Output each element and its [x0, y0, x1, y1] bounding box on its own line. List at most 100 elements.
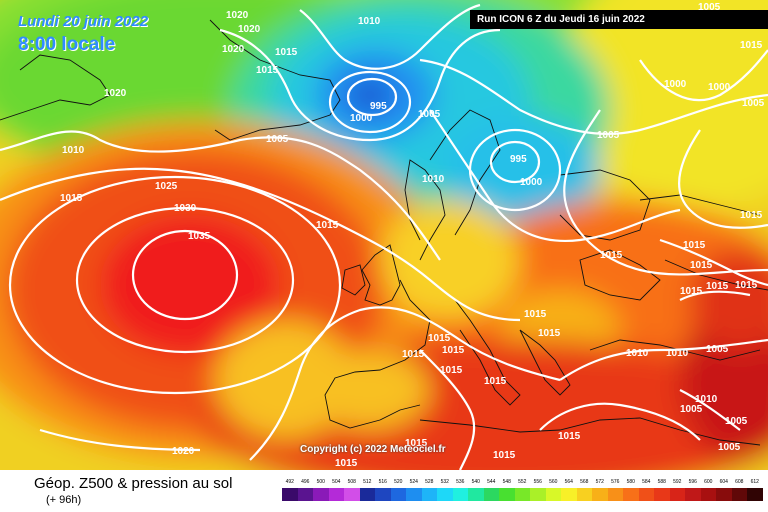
legend-swatch	[700, 488, 716, 501]
isobar-label: 1000	[708, 82, 731, 93]
parameter-title: Géop. Z500 & pression au sol	[34, 475, 233, 492]
legend-item: 580	[623, 479, 639, 501]
isobar-label: 1010	[666, 348, 689, 359]
legend-item: 564	[561, 479, 577, 501]
legend-swatch	[499, 488, 515, 501]
legend-label: 608	[735, 479, 744, 485]
isobar-label: 1005	[266, 134, 289, 145]
legend-item: 608	[731, 479, 747, 501]
isobar-label: 1015	[558, 431, 581, 442]
legend-item: 508	[344, 479, 360, 501]
isobar-label: 1015	[256, 65, 279, 76]
isobar-label: 1005	[597, 130, 620, 141]
isobar-label: 1015	[428, 333, 451, 344]
legend-label: 524	[409, 479, 418, 485]
legend-swatch	[328, 488, 344, 501]
isobar-label: 1020	[172, 446, 195, 457]
legend-swatch	[731, 488, 747, 501]
legend-label: 496	[301, 479, 310, 485]
isobar-label: 1010	[695, 394, 718, 405]
copyright: Copyright (c) 2022 Meteociel.fr	[300, 444, 446, 455]
legend-label: 516	[378, 479, 387, 485]
legend-swatch	[344, 488, 360, 501]
isobars	[0, 3, 768, 470]
legend-swatch	[375, 488, 391, 501]
legend-swatch	[452, 488, 468, 501]
isobar-label: 1010	[422, 174, 445, 185]
legend-label: 548	[502, 479, 511, 485]
legend-item: 540	[468, 479, 484, 501]
legend-item: 548	[499, 479, 515, 501]
legend-swatch	[638, 488, 654, 501]
legend-item: 576	[607, 479, 623, 501]
isobar-label: 1010	[358, 16, 381, 27]
legend-swatch	[390, 488, 406, 501]
isobar-label: 1020	[238, 24, 261, 35]
isobar-label: 995	[510, 154, 527, 165]
legend-label: 512	[363, 479, 372, 485]
isobar-label: 1000	[664, 79, 687, 90]
legend-label: 504	[332, 479, 341, 485]
legend-item: 588	[654, 479, 670, 501]
legend-swatch	[483, 488, 499, 501]
isobar-label: 1015	[740, 40, 763, 51]
legend-item: 596	[685, 479, 701, 501]
isobar-label: 1015	[402, 349, 425, 360]
isobar-label: 1015	[680, 286, 703, 297]
legend-item: 584	[638, 479, 654, 501]
legend-label: 532	[440, 479, 449, 485]
isobar-label: 1005	[718, 442, 741, 453]
lead-time: (+ 96h)	[46, 494, 82, 506]
legend-label: 528	[425, 479, 434, 485]
legend-label: 604	[719, 479, 728, 485]
legend-swatch	[421, 488, 437, 501]
valid-date: Lundi 20 juin 2022	[18, 13, 149, 30]
legend-item: 512	[359, 479, 375, 501]
legend-item: 556	[530, 479, 546, 501]
isobar-label: 1010	[62, 145, 85, 156]
legend-label: 612	[750, 479, 759, 485]
isobar-label: 1005	[706, 344, 729, 355]
isobar-label: 1015	[493, 450, 516, 461]
weather-map: 1020 1020 1020 1015 1015 1010 1020 1010 …	[0, 0, 768, 470]
legend-label: 588	[657, 479, 666, 485]
legend-item: 524	[406, 479, 422, 501]
legend-label: 552	[518, 479, 527, 485]
legend-swatch	[530, 488, 546, 501]
isobar-label: 1015	[706, 281, 729, 292]
run-info: Run ICON 6 Z du Jeudi 16 juin 2022	[470, 10, 768, 29]
isobar-label: 1000	[350, 113, 373, 124]
isobar-label: 1015	[740, 210, 763, 221]
legend-item: 572	[592, 479, 608, 501]
legend-item: 500	[313, 479, 329, 501]
isobar-label: 995	[370, 101, 387, 112]
isobar-label: 1005	[742, 98, 765, 109]
legend-swatch	[437, 488, 453, 501]
legend-label: 576	[611, 479, 620, 485]
isobar-label: 1005	[680, 404, 703, 415]
geopotential-field	[0, 0, 768, 470]
legend-label: 568	[580, 479, 589, 485]
legend-item: 604	[716, 479, 732, 501]
legend-label: 492	[285, 479, 294, 485]
legend-label: 584	[642, 479, 651, 485]
legend-label: 596	[688, 479, 697, 485]
legend-item: 600	[700, 479, 716, 501]
isobar-label: 1015	[275, 47, 298, 58]
legend-label: 580	[626, 479, 635, 485]
isobar-label: 1015	[316, 220, 339, 231]
isobar-label: 1015	[524, 309, 547, 320]
legend-item: 552	[514, 479, 530, 501]
legend-swatch	[576, 488, 592, 501]
legend-swatch	[545, 488, 561, 501]
legend-item: 504	[328, 479, 344, 501]
legend-label: 508	[347, 479, 356, 485]
legend-label: 600	[704, 479, 713, 485]
legend-item: 560	[545, 479, 561, 501]
legend-swatch	[592, 488, 608, 501]
valid-hour: 8:00 locale	[18, 34, 116, 55]
isobar-label: 1005	[698, 2, 721, 13]
isobar-label: 1015	[405, 438, 428, 449]
isobar-label: 1035	[188, 231, 211, 242]
legend-swatch	[282, 488, 298, 501]
